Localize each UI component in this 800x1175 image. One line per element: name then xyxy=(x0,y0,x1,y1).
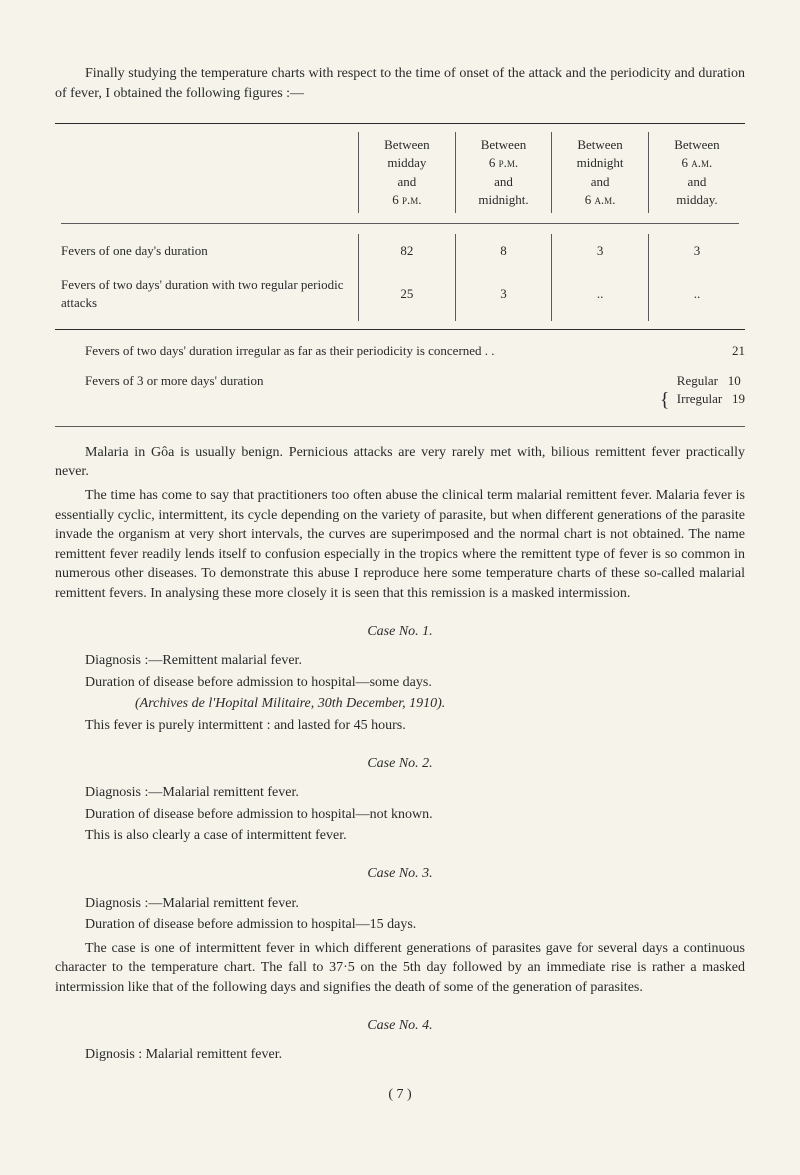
case-2-note: This is also clearly a case of intermitt… xyxy=(55,826,745,846)
case-1-block: Diagnosis :—Remittent malarial fever. Du… xyxy=(55,651,745,735)
cell: 82 xyxy=(359,234,456,268)
case-1-reference: (Archives de l'Hopital Militaire, 30th D… xyxy=(55,694,745,714)
table-row: Fevers of one day's duration 82 8 3 3 xyxy=(55,234,745,268)
case-1-note: This fever is purely intermittent : and … xyxy=(55,716,745,736)
col-head-2: Between6 p.m.andmidnight. xyxy=(455,132,552,213)
footnote-1-val: 21 xyxy=(732,342,745,360)
case-3-paragraph: The case is one of intermittent fever in… xyxy=(55,939,745,998)
case-1-title: Case No. 1. xyxy=(55,622,745,642)
footnote-line-1: Fevers of two days' duration irregular a… xyxy=(55,342,745,360)
cell: 8 xyxy=(455,234,552,268)
table-header-row: Betweenmiddayand6 p.m. Between6 p.m.andm… xyxy=(55,132,745,213)
cell: 3 xyxy=(552,234,649,268)
body-paragraph-1: Malaria in Gôa is usually benign. Pernic… xyxy=(55,443,745,482)
regular-label: Regular xyxy=(677,373,718,388)
col-head-1: Betweenmiddayand6 p.m. xyxy=(359,132,456,213)
case-2-title: Case No. 2. xyxy=(55,754,745,774)
case-1-duration: Duration of disease before admission to … xyxy=(55,673,745,693)
case-2-diagnosis: Diagnosis :—Malarial remittent fever. xyxy=(55,783,745,803)
col-head-4: Between6 a.m.andmidday. xyxy=(648,132,745,213)
cell: 3 xyxy=(648,234,745,268)
cell: .. xyxy=(648,268,745,320)
case-4-block: Dignosis : Malarial remittent fever. xyxy=(55,1045,745,1065)
data-table: Betweenmiddayand6 p.m. Between6 p.m.andm… xyxy=(55,132,745,320)
footnote-2-vals: { Regular 10 Irregular 19 xyxy=(660,372,745,414)
rule-mid xyxy=(55,329,745,330)
regular-val: 10 xyxy=(728,373,741,388)
irregular-val: 19 xyxy=(732,391,745,406)
irregular-label: Irregular xyxy=(677,391,722,406)
case-3-diagnosis: Diagnosis :—Malarial remittent fever. xyxy=(55,894,745,914)
body-paragraph-2: The time has come to say that practition… xyxy=(55,486,745,604)
rule-top xyxy=(55,123,745,124)
case-2-block: Diagnosis :—Malarial remittent fever. Du… xyxy=(55,783,745,846)
footnote-line-2: Fevers of 3 or more days' duration { Reg… xyxy=(55,372,745,414)
table-row: Fevers of two days' duration with two re… xyxy=(55,268,745,320)
row-label-2: Fevers of two days' duration with two re… xyxy=(55,268,359,320)
cell: .. xyxy=(552,268,649,320)
page-number: ( 7 ) xyxy=(55,1085,745,1105)
case-3-duration: Duration of disease before admission to … xyxy=(55,915,745,935)
case-4-title: Case No. 4. xyxy=(55,1016,745,1036)
footnote-1-text: Fevers of two days' duration irregular a… xyxy=(55,342,732,360)
case-3-title: Case No. 3. xyxy=(55,864,745,884)
case-3-block: Diagnosis :—Malarial remittent fever. Du… xyxy=(55,894,745,998)
cell: 25 xyxy=(359,268,456,320)
row-label-1: Fevers of one day's duration xyxy=(55,234,359,268)
cell: 3 xyxy=(455,268,552,320)
rule-after-footnote xyxy=(55,426,745,427)
footnote-2-text: Fevers of 3 or more days' duration xyxy=(55,372,660,414)
case-4-diagnosis: Dignosis : Malarial remittent fever. xyxy=(55,1045,745,1065)
intro-paragraph: Finally studying the temperature charts … xyxy=(55,64,745,103)
case-2-duration: Duration of disease before admission to … xyxy=(55,805,745,825)
col-head-3: Betweenmidnightand6 a.m. xyxy=(552,132,649,213)
case-1-diagnosis: Diagnosis :—Remittent malarial fever. xyxy=(55,651,745,671)
